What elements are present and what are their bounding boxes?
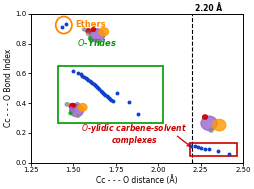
- Text: $O$-Ylides: $O$-Ylides: [76, 37, 117, 48]
- Circle shape: [71, 104, 75, 107]
- Circle shape: [70, 108, 74, 112]
- X-axis label: Cc - - - O distance (Å): Cc - - - O distance (Å): [96, 175, 177, 185]
- Circle shape: [88, 37, 91, 40]
- Circle shape: [91, 28, 95, 31]
- Circle shape: [82, 28, 86, 31]
- Circle shape: [202, 115, 207, 119]
- Text: $O$-ylidic carbene-solvent
complexes: $O$-ylidic carbene-solvent complexes: [81, 122, 187, 145]
- Text: Ethers: Ethers: [75, 20, 106, 29]
- Circle shape: [69, 105, 83, 117]
- Circle shape: [69, 104, 75, 109]
- Circle shape: [97, 40, 100, 43]
- Circle shape: [69, 112, 72, 115]
- Circle shape: [91, 28, 94, 31]
- Circle shape: [99, 28, 108, 36]
- Circle shape: [89, 29, 104, 42]
- Text: 2.20 Å: 2.20 Å: [194, 4, 221, 13]
- Circle shape: [212, 119, 225, 131]
- Circle shape: [75, 103, 79, 106]
- Circle shape: [76, 115, 79, 117]
- Y-axis label: Cc - - - O Bond Index: Cc - - - O Bond Index: [4, 49, 13, 127]
- Circle shape: [78, 104, 87, 111]
- Circle shape: [86, 29, 91, 33]
- Circle shape: [200, 116, 216, 130]
- Circle shape: [86, 32, 90, 36]
- Circle shape: [65, 103, 69, 106]
- Circle shape: [208, 129, 212, 132]
